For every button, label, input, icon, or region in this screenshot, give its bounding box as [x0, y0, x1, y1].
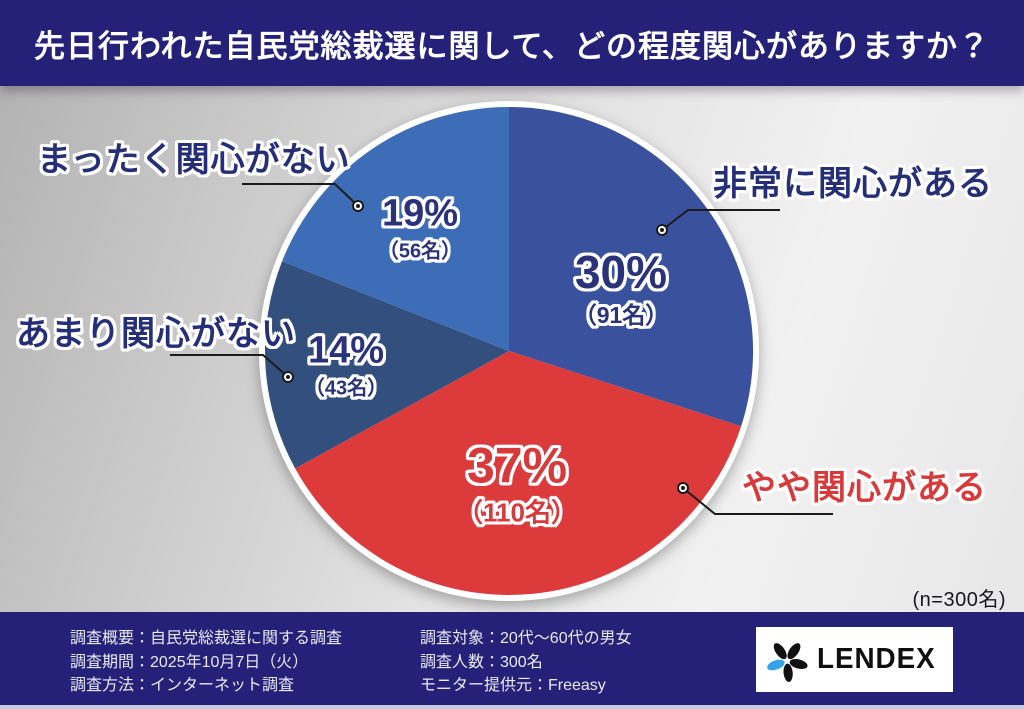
- slice-value-notmuch: 14% （43名）: [305, 332, 387, 399]
- pie-slice-1: [295, 351, 742, 595]
- pie-slice-2: [265, 261, 509, 469]
- survey-overview-line: 調査概要：自民党総裁選に関する調査: [70, 630, 343, 647]
- callout-dot-center-3: [356, 204, 360, 208]
- survey-period-line: 調査期間：2025年10月7日（火）: [70, 653, 309, 671]
- slice-count-none: （56名）: [378, 240, 462, 263]
- survey-count-line: 調査人数：300名: [420, 653, 543, 671]
- sample-size-note: (n=300名): [912, 589, 1006, 611]
- lendex-logo: LENDEX: [756, 627, 953, 692]
- callout-line-2: [170, 354, 289, 378]
- pie-slice-0: [509, 106, 754, 427]
- survey-method-line: 調査方法：インターネット調査: [70, 677, 295, 694]
- slice-count-somewhat: （110名）: [457, 497, 577, 528]
- callout-dot-center-2: [286, 375, 290, 379]
- callout-dot-center-1: [681, 486, 685, 490]
- header-banner: 先日行われた自民党総裁選に関して、どの程度関心がありますか？: [0, 0, 1024, 86]
- slice-pct-somewhat: 37%: [466, 437, 568, 494]
- slice-value-none: 19% （56名）: [379, 195, 461, 262]
- survey-info-right: 調査対象：20代〜60代の男女 調査人数：300名 モニター提供元：Freeas…: [420, 627, 632, 698]
- slice-count-very: （91名）: [573, 302, 669, 328]
- slice-value-very: 30% （91名）: [574, 249, 669, 327]
- lendex-logo-text: LENDEX: [817, 643, 936, 675]
- callout-line-0: [661, 209, 780, 231]
- lendex-flower-icon: [767, 642, 808, 682]
- pie-slice-3: [282, 106, 509, 351]
- callout-line-3: [242, 183, 359, 207]
- slice-count-notmuch: （43名）: [304, 377, 388, 400]
- survey-target-line: 調査対象：20代〜60代の男女: [420, 630, 632, 647]
- page-title: 先日行われた自民党総裁選に関して、どの程度関心がありますか？: [34, 28, 990, 64]
- slice-label-notmuch: あまり関心がない: [16, 315, 296, 353]
- callout-dot-center-0: [660, 228, 664, 232]
- callout-line-1: [682, 487, 833, 515]
- slice-pct-none: 19%: [381, 192, 459, 235]
- survey-monitor-line: モニター提供元：Freeasy: [420, 677, 606, 694]
- slice-label-somewhat: やや関心がある: [742, 469, 987, 507]
- slice-pct-notmuch: 14%: [307, 329, 385, 372]
- footer-banner: 調査概要：自民党総裁選に関する調査 調査期間：2025年10月7日（火） 調査方…: [0, 612, 1024, 709]
- slice-label-very: 非常に関心がある: [713, 165, 993, 203]
- slice-label-none: まったく関心がない: [37, 141, 351, 179]
- slice-pct-very: 30%: [574, 246, 668, 298]
- survey-info-left: 調査概要：自民党総裁選に関する調査 調査期間：2025年10月7日（火） 調査方…: [70, 627, 342, 698]
- slice-value-somewhat: 37% （110名）: [457, 441, 577, 526]
